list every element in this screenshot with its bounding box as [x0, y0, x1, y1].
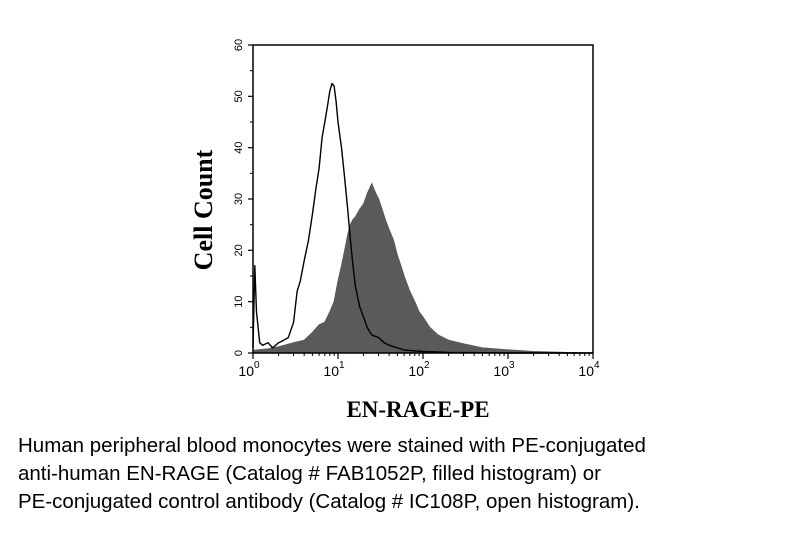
- x-tick-exponent: 4: [594, 360, 600, 371]
- plot-frame: [252, 44, 594, 354]
- y-tick-label: 0: [233, 350, 245, 356]
- x-axis-label: EN-RAGE-PE: [346, 397, 489, 422]
- x-tick-base: 10: [323, 363, 339, 379]
- y-tick-label: 20: [233, 244, 245, 256]
- x-tick-base: 10: [408, 363, 424, 379]
- x-tick-exponent: 2: [424, 360, 430, 371]
- caption-line: PE-conjugated control antibody (Catalog …: [18, 490, 640, 513]
- x-tick-label: 10 1: [323, 360, 345, 379]
- y-tick-label: 50: [233, 90, 245, 102]
- y-tick-label: 30: [233, 193, 245, 205]
- x-tick-label: 10 0: [238, 360, 260, 379]
- x-tick-label: 10 2: [408, 360, 430, 379]
- y-tick-label: 40: [233, 142, 245, 154]
- figure-caption: Human peripheral blood monocytes were st…: [18, 432, 778, 516]
- open-histogram-series: [252, 82, 593, 354]
- x-tick-exponent: 3: [509, 360, 515, 371]
- x-tick-label: 10 4: [578, 360, 600, 379]
- x-tick-base: 10: [493, 363, 509, 379]
- caption-line: anti-human EN-RAGE (Catalog # FAB1052P, …: [18, 462, 602, 485]
- x-tick-exponent: 1: [339, 360, 345, 371]
- y-tick-label: 10: [233, 296, 245, 308]
- filled-histogram-series: [252, 182, 594, 354]
- x-tick-base: 10: [578, 363, 594, 379]
- x-tick-label: 10 3: [493, 360, 515, 379]
- x-tick-base: 10: [238, 363, 254, 379]
- series-layer: [252, 82, 594, 354]
- x-tick-exponent: 0: [254, 360, 260, 371]
- y-axis-label: Cell Count: [189, 149, 218, 270]
- caption-line: Human peripheral blood monocytes were st…: [18, 434, 646, 457]
- y-tick-label: 60: [233, 39, 245, 51]
